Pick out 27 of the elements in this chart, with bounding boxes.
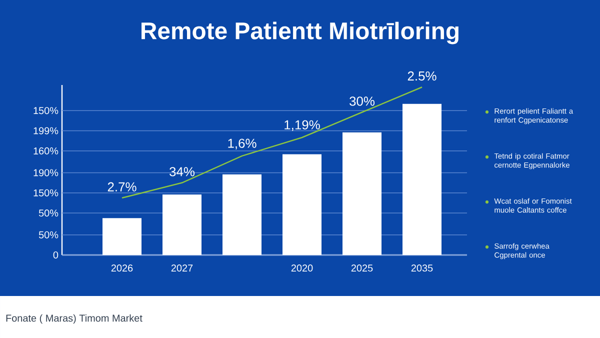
- bar: [222, 174, 262, 255]
- x-tick-label: 2035: [411, 264, 433, 272]
- bar: [342, 132, 382, 255]
- text: 150%: [34, 107, 58, 114]
- annotation: 1,19%: [284, 120, 320, 131]
- text: 50%: [38, 210, 58, 217]
- annotation: 1,6%: [228, 138, 256, 150]
- bar: [402, 104, 442, 255]
- annotation: 34%: [170, 167, 195, 176]
- annotation: 2.7%: [108, 182, 136, 192]
- text: 150%: [34, 189, 58, 196]
- text: 0: [53, 251, 58, 259]
- text: 50%: [38, 231, 58, 238]
- text: 160%: [34, 147, 58, 154]
- chart-title: Remote Patientt Miotrīloring: [142, 22, 458, 44]
- bar: [282, 154, 322, 255]
- text: 190%: [34, 169, 58, 176]
- x-tick-label: 2026: [111, 264, 133, 272]
- x-tick-label: 2027: [171, 264, 193, 272]
- x-tick-label: 2020: [291, 264, 313, 272]
- text: 199%: [34, 127, 58, 134]
- annotation: 30%: [350, 96, 375, 106]
- bar: [162, 194, 202, 255]
- text: 2.5%: [408, 71, 436, 81]
- text: Fonate ( Maras) Timom Market: [6, 314, 142, 324]
- x-tick-label: 2025: [351, 264, 373, 272]
- bar: [102, 218, 142, 255]
